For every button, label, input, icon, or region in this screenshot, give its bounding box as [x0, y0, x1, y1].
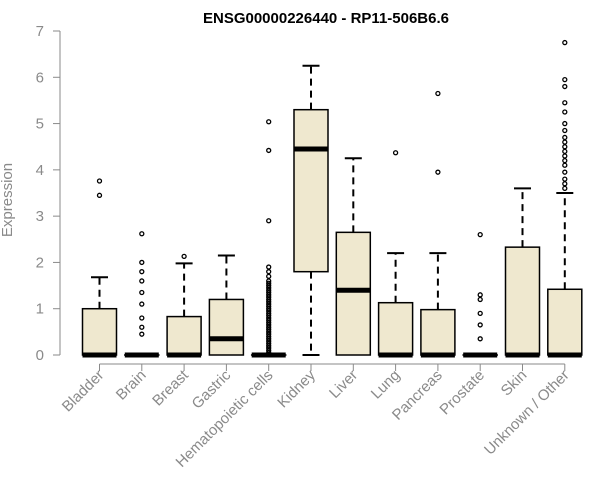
y-tick-label: 6	[36, 69, 44, 86]
box-group	[293, 64, 329, 356]
box-group	[547, 39, 583, 358]
outlier-point	[96, 192, 103, 198]
outlier-point	[562, 185, 568, 192]
y-tick-label: 5	[36, 116, 44, 133]
outlier-point	[139, 331, 145, 337]
outlier-point	[477, 322, 483, 328]
box-group	[250, 119, 287, 358]
outlier-point	[562, 181, 568, 187]
outlier-point	[562, 144, 568, 150]
outlier-point	[562, 139, 568, 145]
box-iqr	[335, 231, 372, 356]
box-group	[81, 178, 118, 358]
outlier-point	[562, 162, 568, 168]
outlier-point	[139, 324, 145, 330]
x-tick-label: Bladder	[59, 367, 108, 416]
outlier-point	[562, 127, 568, 134]
box-iqr	[504, 246, 541, 356]
y-tick-label: 2	[36, 254, 44, 271]
y-tick-label: 4	[36, 162, 44, 179]
outlier-point	[562, 157, 568, 164]
outlier-point	[139, 315, 145, 321]
box-iqr	[166, 315, 202, 356]
chart-title: ENSG00000226440 - RP11-506B6.6	[203, 10, 449, 27]
y-tick-label: 1	[36, 301, 44, 318]
outlier-point	[266, 264, 272, 270]
box-iqr	[420, 308, 456, 356]
outlier-point	[562, 169, 568, 175]
outlier-point	[562, 39, 568, 46]
outlier-point	[181, 253, 187, 260]
box-iqr	[547, 288, 583, 356]
outlier-point	[266, 147, 272, 154]
box-group	[420, 90, 456, 358]
outlier-point	[562, 176, 568, 182]
outlier-point	[477, 336, 483, 342]
y-tick-label: 3	[36, 208, 44, 225]
y-tick-label: 0	[36, 347, 44, 364]
outlier-point	[96, 178, 103, 184]
outlier-point	[562, 120, 568, 127]
x-tick-label: Brain	[113, 367, 150, 404]
outlier-point	[477, 296, 483, 303]
box-group	[335, 157, 372, 356]
x-tick-label: Lung	[368, 367, 404, 403]
x-tick-label: Liver	[326, 367, 361, 402]
outlier-point	[139, 231, 145, 237]
outlier-point	[562, 134, 568, 141]
outlier-point	[477, 232, 483, 238]
outlier-point	[562, 109, 568, 115]
y-axis-title: Expression	[0, 163, 16, 237]
box-group	[124, 231, 160, 358]
y-tick-label: 7	[36, 23, 44, 40]
outlier-point	[562, 83, 568, 90]
x-tick-label: Prostate	[436, 367, 488, 419]
outlier-point	[562, 100, 568, 106]
y-axis: 0 1 2 3 4 5 6 7	[36, 23, 61, 364]
outlier-point	[562, 76, 568, 83]
outlier-point	[435, 169, 441, 175]
outlier-point	[266, 269, 272, 275]
outlier-point	[139, 301, 145, 307]
boxes-layer	[81, 39, 583, 358]
x-tick-label: Skin	[498, 367, 531, 400]
outlier-point	[562, 148, 568, 154]
box-iqr	[208, 298, 245, 356]
outlier-point	[435, 90, 441, 97]
outlier-point	[266, 218, 272, 224]
x-tick-label: Breast	[149, 366, 192, 409]
outlier-point	[477, 292, 483, 298]
box-iqr	[293, 108, 329, 273]
box-group	[504, 187, 541, 358]
outlier-point	[392, 150, 399, 156]
outlier-point	[139, 278, 145, 284]
outlier-point	[266, 273, 272, 279]
outlier-point	[562, 153, 568, 159]
x-tick-label: Kidney	[274, 366, 319, 411]
box-group	[377, 150, 414, 358]
box-iqr	[377, 301, 414, 356]
outlier-point	[266, 280, 272, 286]
outlier-point	[139, 269, 145, 275]
outlier-point	[266, 119, 272, 125]
outlier-point	[477, 310, 483, 316]
outlier-point	[139, 259, 145, 266]
box-group	[462, 232, 498, 358]
box-iqr	[81, 307, 118, 356]
box-group	[208, 254, 245, 356]
outlier-point	[139, 289, 145, 296]
box-group	[166, 253, 202, 358]
